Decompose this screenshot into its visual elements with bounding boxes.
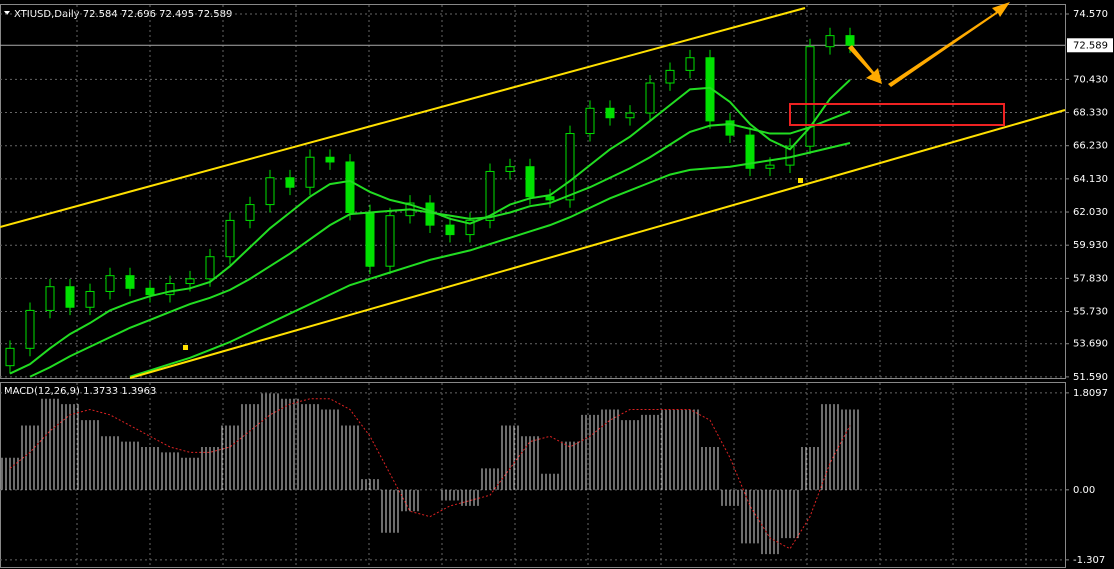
y-tick-label: 57.830 (1073, 273, 1108, 284)
header-value: 1.3733 (83, 386, 118, 397)
candle-body (705, 57, 715, 122)
y-tick-label: 53.690 (1073, 339, 1108, 350)
header-value: 72.696 (121, 9, 156, 20)
candle-body (345, 161, 355, 214)
candle-body (125, 275, 135, 289)
candle-body (745, 134, 755, 169)
moving-average (129, 142, 851, 378)
candle-body (845, 35, 855, 46)
candle-body (385, 215, 395, 267)
candle-body (725, 120, 735, 136)
candle-body (665, 69, 675, 84)
candle-body (625, 112, 635, 119)
y-tick-label: 51.590 (1073, 372, 1108, 383)
header-value: 72.589 (197, 9, 232, 20)
moving-average (9, 79, 851, 375)
candle-body (305, 156, 315, 188)
y-tick-label: 0.00 (1073, 485, 1095, 496)
y-tick-label: 66.230 (1073, 141, 1108, 152)
candle-body (325, 156, 335, 163)
macd-header: MACD(12,26,9) 1.3733 1.3963 (4, 386, 156, 397)
candle-body (365, 212, 375, 267)
candle-body (65, 286, 75, 308)
candle-body (605, 107, 615, 119)
candle-body (5, 347, 15, 367)
y-tick-label: 59.930 (1073, 240, 1108, 251)
channel-upper[interactable] (0, 7, 806, 228)
y-tick-label: 62.030 (1073, 207, 1108, 218)
candle-body (585, 107, 595, 135)
candle-body (165, 283, 175, 296)
y-tick-label: 70.430 (1073, 74, 1108, 85)
candle-body (105, 275, 115, 292)
last-price-badge (1067, 38, 1113, 53)
support-zone[interactable] (789, 103, 1005, 126)
candle-body (465, 219, 475, 236)
candle-body (45, 286, 55, 311)
last-price-label: 72.589 (1073, 40, 1108, 51)
candle-body (225, 219, 235, 258)
candle-body (85, 290, 95, 308)
candle-body (685, 57, 695, 71)
candle-body (765, 164, 775, 169)
channel-handle[interactable] (183, 345, 188, 350)
y-tick-label: 74.570 (1073, 9, 1108, 20)
signal-line (9, 398, 851, 550)
candle-body (525, 166, 535, 198)
menu-triangle[interactable] (4, 11, 10, 15)
macd-panel-frame (0, 382, 1066, 568)
channel-lower[interactable] (129, 109, 1066, 379)
arrow-down[interactable] (848, 45, 882, 84)
candle-body (805, 46, 815, 147)
header-value: 1.3963 (121, 386, 156, 397)
candle-body (205, 256, 215, 280)
candle-body (25, 309, 35, 349)
candle-body (565, 133, 575, 201)
candle-body (825, 35, 835, 48)
candle-body (445, 224, 455, 236)
candle-body (505, 166, 515, 172)
moving-average (29, 110, 851, 378)
candle-body (145, 287, 155, 296)
y-tick-label: 68.330 (1073, 108, 1108, 119)
candle-body (245, 204, 255, 221)
candle-body (645, 82, 655, 114)
y-tick-label: 55.730 (1073, 307, 1108, 318)
candle-body (485, 170, 495, 221)
arrow-up[interactable] (888, 2, 1010, 87)
y-tick-label: 1.8097 (1073, 388, 1108, 399)
channel-handle[interactable] (798, 178, 803, 183)
candle-body (265, 177, 275, 206)
price-panel-frame (0, 4, 1066, 379)
candle-body (425, 202, 435, 226)
y-tick-label: 64.130 (1073, 174, 1108, 185)
candle-body (185, 278, 195, 285)
y-tick-label: -1.307 (1073, 555, 1105, 566)
indicator-name: MACD(12,26,9) (4, 386, 80, 397)
candle-body (285, 177, 295, 188)
candle-body (545, 196, 555, 201)
